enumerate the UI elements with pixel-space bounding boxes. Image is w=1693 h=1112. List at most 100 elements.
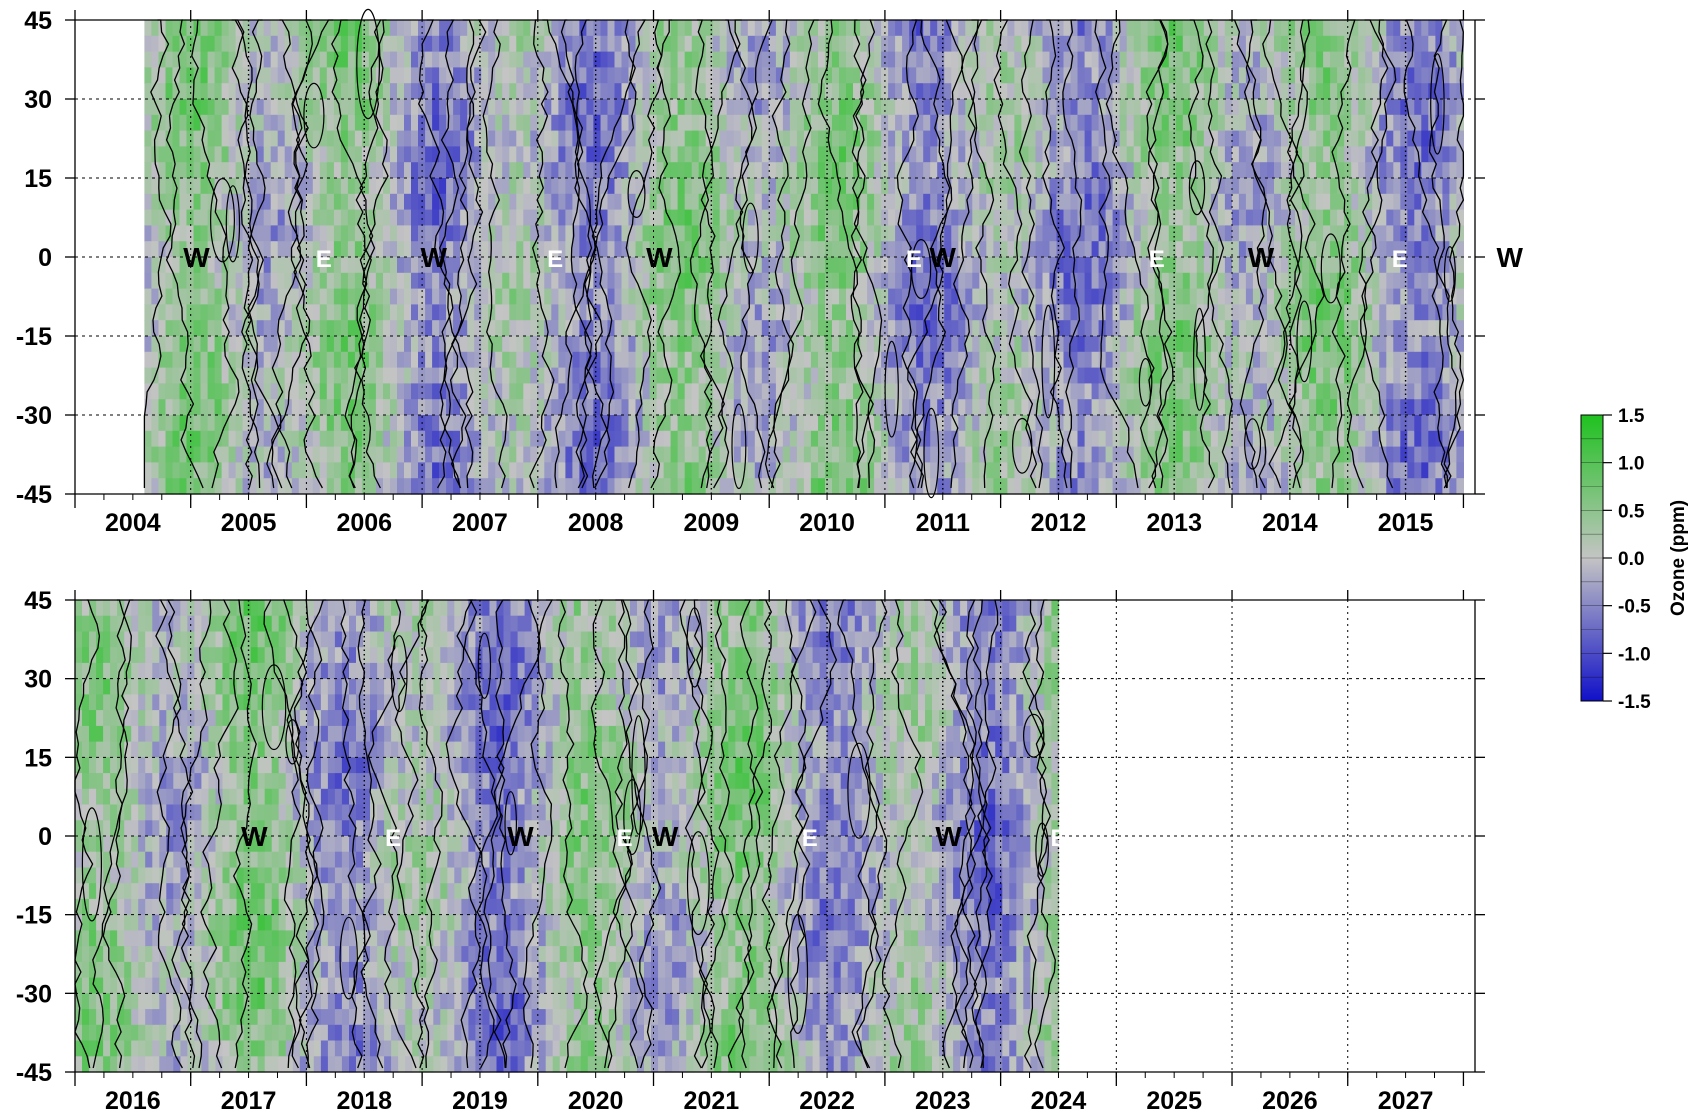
- heatmap-cell: [818, 162, 826, 179]
- heatmap-cell: [1175, 415, 1184, 432]
- heatmap-cell: [326, 430, 335, 448]
- heatmap-cell: [242, 241, 251, 258]
- heatmap-cell: [649, 478, 658, 495]
- heatmap-cell: [1203, 146, 1212, 163]
- heatmap-cell: [600, 178, 609, 195]
- heatmap-cell: [958, 99, 966, 116]
- heatmap-cell: [488, 114, 496, 132]
- heatmap-cell: [432, 383, 440, 400]
- heatmap-cell: [1084, 20, 1093, 37]
- heatmap-cell: [516, 130, 524, 147]
- heatmap-cell: [670, 478, 679, 495]
- heatmap-cell: [1000, 99, 1008, 116]
- heatmap-cell: [418, 320, 426, 337]
- heatmap-cell: [390, 225, 398, 242]
- heatmap-cell: [796, 430, 805, 448]
- heatmap-cell: [326, 351, 335, 369]
- heatmap-cell: [958, 415, 966, 432]
- heatmap-cell: [1168, 67, 1177, 84]
- heatmap-cell: [649, 446, 658, 463]
- heatmap-cell: [214, 35, 223, 53]
- heatmap-cell: [747, 304, 756, 321]
- heatmap-cell: [1028, 225, 1036, 242]
- heatmap-cell: [1189, 67, 1198, 84]
- heatmap-cell: [1182, 20, 1191, 37]
- heatmap-cell: [361, 288, 370, 305]
- heatmap-cell: [432, 193, 440, 211]
- heatmap-cell: [1260, 99, 1268, 116]
- heatmap-cell: [305, 162, 314, 179]
- heatmap-cell: [1196, 241, 1205, 258]
- heatmap-cell: [1281, 162, 1289, 179]
- heatmap-cell: [832, 415, 840, 432]
- heatmap-cell: [867, 478, 875, 495]
- heatmap-cell: [853, 478, 861, 495]
- heatmap-cell: [537, 178, 545, 195]
- heatmap-cell: [775, 162, 784, 179]
- heatmap-cell: [923, 399, 931, 416]
- heatmap-cell: [621, 193, 630, 211]
- heatmap-cell: [902, 99, 910, 116]
- heatmap-cell: [495, 209, 503, 226]
- heatmap-cell: [319, 430, 328, 448]
- heatmap-cell: [158, 130, 167, 147]
- heatmap-cell: [895, 462, 903, 479]
- heatmap-cell: [200, 367, 209, 384]
- heatmap-cell: [467, 304, 475, 321]
- heatmap-cell: [1168, 114, 1177, 132]
- heatmap-cell: [249, 383, 258, 400]
- heatmap-cell: [326, 272, 335, 290]
- heatmap-cell: [825, 257, 833, 274]
- heatmap-cell: [628, 336, 637, 353]
- heatmap-cell: [165, 336, 174, 353]
- heatmap-cell: [1084, 225, 1093, 242]
- heatmap-cell: [1140, 320, 1149, 337]
- heatmap-cell: [1028, 35, 1036, 53]
- heatmap-cell: [993, 272, 1001, 290]
- heatmap-cell: [1189, 35, 1198, 53]
- heatmap-cell: [235, 67, 244, 84]
- heatmap-cell: [789, 430, 798, 448]
- heatmap-cell: [965, 304, 973, 321]
- heatmap-cell: [495, 67, 503, 84]
- heatmap-cell: [902, 383, 910, 400]
- heatmap-cell: [684, 35, 693, 53]
- heatmap-cell: [1133, 415, 1142, 432]
- heatmap-cell: [1267, 351, 1275, 369]
- heatmap-cell: [502, 130, 510, 147]
- heatmap-cell: [165, 446, 174, 463]
- heatmap-cell: [846, 51, 854, 68]
- heatmap-cell: [986, 288, 994, 305]
- heatmap-cell: [614, 320, 623, 337]
- heatmap-cell: [509, 320, 517, 337]
- heatmap-cell: [495, 383, 503, 400]
- heatmap-cell: [818, 304, 826, 321]
- heatmap-cell: [572, 462, 580, 479]
- heatmap-cell: [944, 272, 952, 290]
- heatmap-cell: [1182, 130, 1191, 147]
- heatmap-cell: [495, 304, 503, 321]
- heatmap-cell: [1084, 178, 1093, 195]
- heatmap-cell: [839, 304, 847, 321]
- heatmap-cell: [733, 241, 742, 258]
- heatmap-cell: [775, 20, 784, 37]
- heatmap-cell: [649, 51, 658, 68]
- heatmap-cell: [1260, 35, 1268, 53]
- heatmap-cell: [614, 399, 623, 416]
- heatmap-cell: [207, 304, 216, 321]
- heatmap-cell: [1189, 383, 1198, 400]
- heatmap-cell: [270, 20, 279, 37]
- heatmap-cell: [684, 462, 693, 479]
- heatmap-cell: [1007, 241, 1015, 258]
- heatmap-cell: [326, 446, 335, 463]
- heatmap-cell: [902, 478, 910, 495]
- heatmap-cell: [453, 462, 461, 479]
- heatmap-cell: [193, 225, 202, 242]
- heatmap-cell: [418, 399, 426, 416]
- heatmap-cell: [397, 351, 405, 369]
- heatmap-cell: [888, 193, 896, 211]
- heatmap-cell: [726, 35, 735, 53]
- heatmap-cell: [256, 367, 265, 384]
- heatmap-cell: [368, 35, 377, 53]
- heatmap-cell: [803, 351, 812, 369]
